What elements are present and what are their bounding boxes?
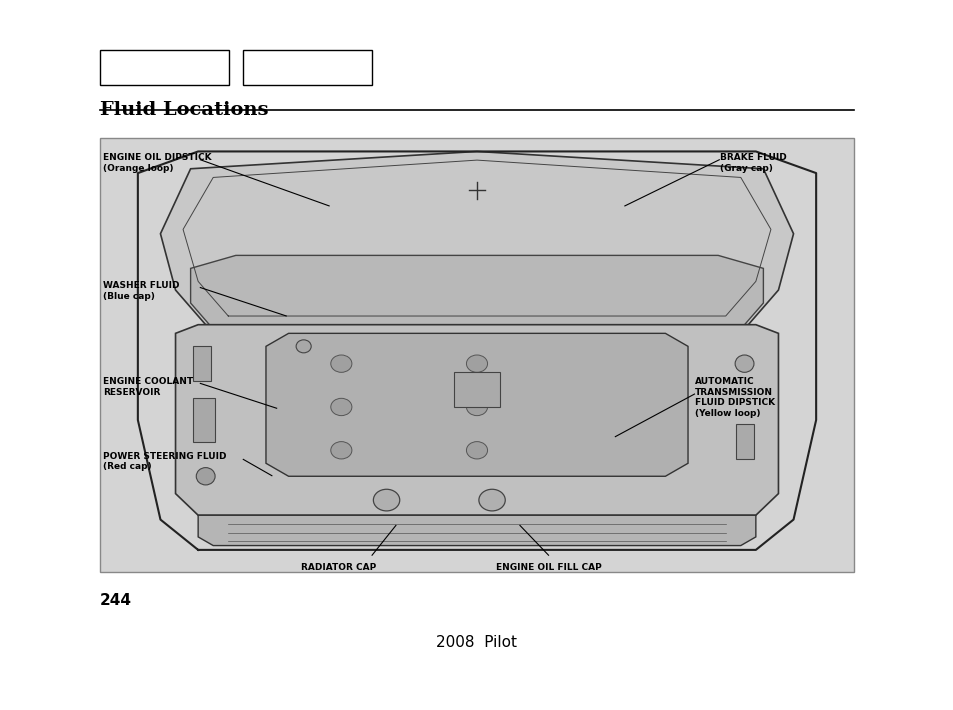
Text: 2008  Pilot: 2008 Pilot [436, 635, 517, 650]
Bar [100, 50, 229, 85]
Bar [193, 346, 211, 381]
Text: ENGINE OIL FILL CAP: ENGINE OIL FILL CAP [496, 563, 600, 572]
Text: ENGINE COOLANT
RESERVOIR: ENGINE COOLANT RESERVOIR [103, 377, 193, 397]
Text: RADIATOR CAP: RADIATOR CAP [301, 563, 375, 572]
Ellipse shape [331, 398, 352, 415]
Polygon shape [175, 324, 778, 515]
Ellipse shape [295, 340, 311, 353]
Polygon shape [160, 151, 793, 324]
Text: Fluid Locations: Fluid Locations [100, 101, 269, 119]
Polygon shape [266, 334, 687, 476]
Bar [454, 372, 499, 407]
Bar [100, 138, 853, 572]
Text: ENGINE OIL DIPSTICK
(Orange loop): ENGINE OIL DIPSTICK (Orange loop) [103, 153, 212, 173]
Ellipse shape [196, 468, 214, 485]
Bar [735, 425, 754, 459]
Ellipse shape [466, 398, 487, 415]
Bar [193, 398, 215, 442]
Text: WASHER FLUID
(Blue cap): WASHER FLUID (Blue cap) [103, 281, 179, 301]
Text: 244: 244 [100, 593, 132, 608]
Ellipse shape [373, 489, 399, 511]
Text: AUTOMATIC
TRANSMISSION
FLUID DIPSTICK
(Yellow loop): AUTOMATIC TRANSMISSION FLUID DIPSTICK (Y… [694, 377, 774, 418]
Ellipse shape [466, 442, 487, 459]
Polygon shape [198, 515, 755, 545]
Ellipse shape [331, 442, 352, 459]
Bar [243, 50, 372, 85]
Ellipse shape [466, 355, 487, 372]
Ellipse shape [331, 355, 352, 372]
Ellipse shape [478, 489, 505, 511]
Polygon shape [191, 256, 762, 329]
Ellipse shape [735, 355, 753, 372]
Text: BRAKE FLUID
(Gray cap): BRAKE FLUID (Gray cap) [720, 153, 786, 173]
Text: POWER STEERING FLUID
(Red cap): POWER STEERING FLUID (Red cap) [103, 452, 226, 471]
